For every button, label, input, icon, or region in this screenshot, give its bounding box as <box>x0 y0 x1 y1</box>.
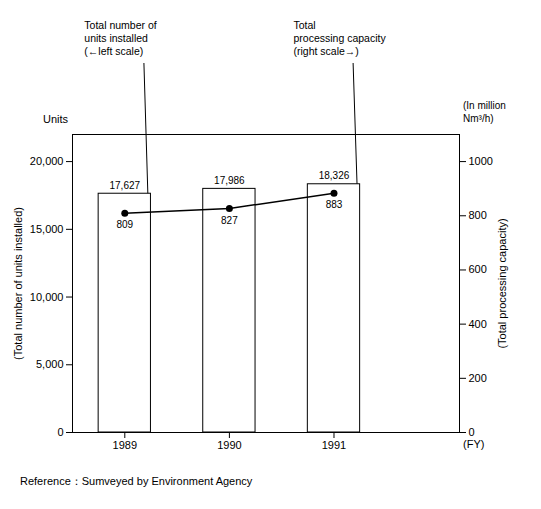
svg-text:400: 400 <box>469 318 487 330</box>
svg-text:827: 827 <box>221 215 238 226</box>
svg-text:809: 809 <box>116 219 133 230</box>
svg-text:Units: Units <box>43 113 69 125</box>
svg-text:0: 0 <box>57 426 63 438</box>
svg-text:(Total processing capacity): (Total processing capacity) <box>496 218 508 348</box>
svg-text:Totalprocessing capacity(right: Totalprocessing capacity(right scale→) <box>293 19 386 57</box>
svg-text:15,000: 15,000 <box>30 223 64 235</box>
svg-text:20,000: 20,000 <box>30 155 64 167</box>
svg-text:Total number ofunits installed: Total number ofunits installed(←left sca… <box>84 19 156 57</box>
svg-text:1990: 1990 <box>217 439 241 451</box>
svg-text:(In millionNm³/h): (In millionNm³/h) <box>463 100 506 124</box>
svg-text:5,000: 5,000 <box>36 358 64 370</box>
html-text:Reference：Sumveyed by Environm: Reference：Sumveyed by Environment Agency <box>20 475 253 487</box>
svg-text:200: 200 <box>469 372 487 384</box>
svg-text:600: 600 <box>469 263 487 275</box>
svg-text:(Total number of units install: (Total number of units installed) <box>12 207 24 360</box>
svg-text:(FY): (FY) <box>463 438 484 450</box>
svg-text:1989: 1989 <box>113 439 137 451</box>
svg-text:1000: 1000 <box>469 155 493 167</box>
svg-text:0: 0 <box>469 426 475 438</box>
svg-text:17,986: 17,986 <box>214 175 245 186</box>
svg-text:883: 883 <box>326 199 343 210</box>
svg-text:1991: 1991 <box>322 439 346 451</box>
svg-text:18,326: 18,326 <box>319 170 350 181</box>
svg-text:17,627: 17,627 <box>110 180 141 191</box>
svg-text:800: 800 <box>469 209 487 221</box>
svg-text:10,000: 10,000 <box>30 291 64 303</box>
